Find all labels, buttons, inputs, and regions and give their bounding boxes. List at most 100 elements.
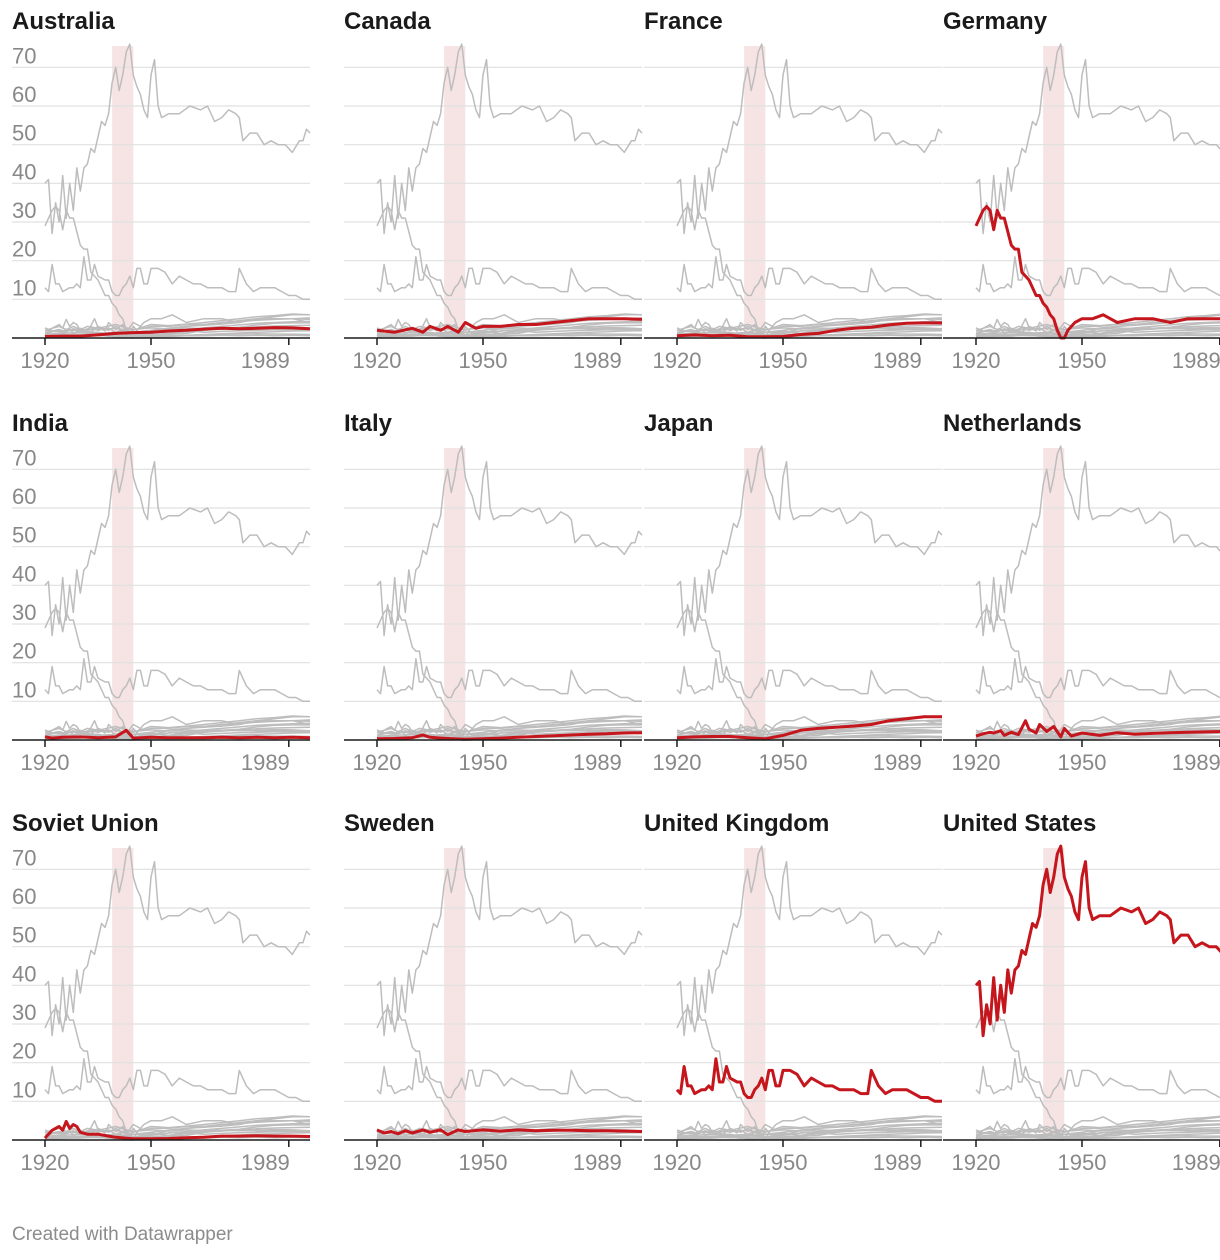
panel-plot: 1920 1950 1989 [344,43,643,373]
context-series-line [676,1122,943,1138]
small-multiples-grid: Australia 10 20 30 40 50 60 70 1920 1950 1989 Canad… [12,8,1220,1200]
x-tick-label: 1989 [573,750,622,775]
x-tick-label: 1920 [353,348,402,373]
panel-plot: 10 20 30 40 50 60 70 1920 1950 1989 [12,445,311,775]
panel-title: Australia [12,8,115,35]
panel-united-states: United States 1920 1950 1989 [943,810,1220,1200]
context-series-line [376,1120,643,1140]
y-tick-label: 10 [12,1077,36,1102]
context-series-line [376,715,643,734]
context-series-line [676,445,943,637]
highlight-band [444,848,466,1140]
x-tick-label: 1920 [952,1150,1001,1175]
context-series-line [376,607,643,741]
y-tick-label: 20 [12,639,36,664]
highlight-series-line [675,1057,942,1103]
context-series-line [676,205,943,339]
x-tick-label: 1920 [952,348,1001,373]
footer-credit: Created with Datawrapper [12,1224,233,1245]
panel-plot: 1920 1950 1989 [644,445,943,775]
context-series-line [975,1123,1220,1138]
y-tick-label: 60 [12,484,36,509]
panel-title: India [12,410,69,437]
highlight-band [1043,448,1065,740]
x-tick-label: 1950 [759,750,808,775]
panel-netherlands: Netherlands 1920 1950 1989 [943,410,1220,800]
x-tick-label: 1989 [573,1150,622,1175]
context-series-line [44,1126,311,1139]
x-tick-label: 1989 [873,750,922,775]
panel-plot: 1920 1950 1989 [644,845,943,1175]
context-series-line [676,607,943,741]
highlight-series-line [676,715,942,741]
context-series-line [376,845,643,1037]
x-tick-label: 1920 [653,750,702,775]
highlight-series-line [43,1119,311,1141]
context-series-line [975,1120,1220,1140]
highlight-band [744,46,766,338]
context-series-line [376,1122,643,1138]
context-series-line [975,445,1220,637]
x-tick-label: 1989 [1172,750,1220,775]
context-series-line [676,715,943,734]
highlight-band [744,848,766,1140]
context-series-line [676,317,943,333]
context-series-line [975,1126,1220,1139]
context-series-line [975,1007,1220,1141]
context-series-line [44,43,311,235]
x-tick-label: 1920 [21,348,70,373]
context-series-line [44,715,311,734]
x-tick-label: 1920 [21,1150,70,1175]
panel-title: Germany [943,8,1048,35]
panel-title: United States [943,810,1097,837]
highlight-series-line [376,317,643,334]
panel-plot: 1920 1950 1989 [943,844,1220,1175]
context-series-line [44,719,311,735]
x-tick-label: 1950 [127,348,176,373]
x-tick-label: 1950 [1058,750,1107,775]
context-series-line [44,445,311,637]
panel-germany: Germany 1920 1950 1989 [943,8,1220,398]
panel-canada: Canada 1920 1950 1989 [344,8,643,398]
x-tick-label: 1950 [1058,1150,1107,1175]
context-series-line [676,1115,943,1134]
panel-title: Japan [644,410,714,437]
y-tick-label: 30 [12,600,36,625]
x-tick-label: 1950 [127,750,176,775]
x-tick-label: 1989 [873,348,922,373]
context-series-line [44,256,310,301]
panel-australia: Australia 10 20 30 40 50 60 70 1920 1950 1989 [12,8,311,398]
context-series-line [975,1115,1220,1134]
context-series-line [376,445,643,637]
panel-plot: 1920 1950 1989 [943,445,1220,775]
context-series-line [975,313,1220,332]
panel-india: India 10 20 30 40 50 60 70 1920 1950 1989 [12,410,311,800]
context-series-line [975,658,1220,699]
panel-plot: 1920 1950 1989 [344,845,643,1175]
context-series-line [975,324,1220,337]
context-series-line [975,43,1220,235]
x-tick-label: 1989 [241,750,290,775]
y-tick-label: 20 [12,1039,36,1064]
x-tick-label: 1950 [459,1150,508,1175]
y-tick-label: 50 [12,121,36,146]
y-tick-label: 50 [12,523,36,548]
y-tick-label: 70 [12,43,36,68]
context-series-line [676,1120,943,1140]
highlight-series-line [676,321,942,339]
panel-plot: 10 20 30 40 50 60 70 1920 1950 1989 [12,43,311,373]
panel-title: France [644,8,723,35]
highlight-series-line [974,205,1220,340]
context-series-line [975,318,1220,338]
x-tick-label: 1920 [353,1150,402,1175]
context-series-line [975,321,1220,336]
panel-france: France 1920 1950 1989 [644,8,943,398]
highlight-band [112,46,134,338]
y-tick-label: 60 [12,884,36,909]
context-series-line [676,313,943,332]
context-series-line [44,722,311,738]
context-series-line [44,313,311,332]
context-series-line [44,845,311,1037]
context-series-line [975,607,1220,741]
x-tick-label: 1950 [759,1150,808,1175]
